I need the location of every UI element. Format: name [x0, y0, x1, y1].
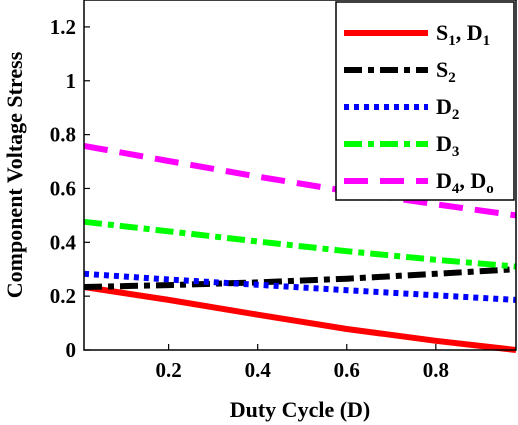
x-tick-label: 0.2 — [155, 358, 181, 382]
legend: S1, D1 S2 D2 D3 D4, Do — [335, 1, 515, 201]
series-line-2 — [83, 266, 517, 290]
plot-frame — [83, 0, 517, 351]
y-tick-label: 0.6 — [50, 176, 76, 200]
series-line-3 — [83, 270, 517, 303]
x-axis-label: Duty Cycle (D) — [230, 397, 371, 422]
legend-label-1: S1, D1 — [436, 20, 490, 49]
x-tick-label: 0.6 — [334, 358, 360, 382]
x-tick-label: 0.4 — [245, 358, 272, 382]
series-line-5 — [83, 142, 517, 219]
y-tick-label: 0 — [66, 338, 77, 362]
y-tick-label: 1 — [66, 69, 77, 93]
series-line-4 — [83, 218, 517, 270]
y-tick-label: 0.4 — [50, 230, 77, 254]
legend-label-4: D3 — [436, 131, 459, 160]
series-line-1 — [83, 284, 517, 353]
y-axis-label: Component Voltage Stress — [2, 51, 27, 298]
y-tick-label: 1.2 — [50, 15, 76, 39]
legend-label-3: D2 — [436, 94, 459, 123]
x-tick-label: 0.8 — [423, 358, 449, 382]
legend-label-5: D4, Do — [436, 168, 494, 197]
y-tick-label: 0.8 — [50, 123, 76, 147]
y-tick-label: 0.2 — [50, 284, 76, 308]
series-layer — [83, 142, 517, 353]
tick-layer: 0 0.2 0.4 0.6 0.8 1 1.2 0.2 0.4 0.6 0.8 — [50, 15, 449, 382]
legend-label-2: S2 — [436, 57, 456, 86]
